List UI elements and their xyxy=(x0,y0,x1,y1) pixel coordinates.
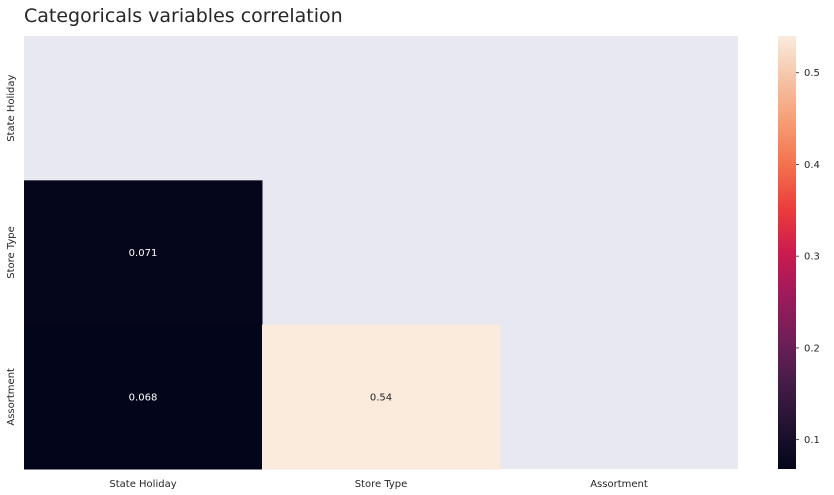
x-tick-label: Assortment xyxy=(590,479,648,490)
colorbar-gradient xyxy=(778,36,796,469)
colorbar-tick-label: 0.3 xyxy=(804,252,820,263)
cell-value-label: 0.071 xyxy=(129,248,158,259)
y-tick-label: Store Type xyxy=(6,226,17,279)
colorbar-tick-label: 0.4 xyxy=(804,160,820,171)
y-tick-label: Assortment xyxy=(6,368,17,426)
colorbar-tick-label: 0.5 xyxy=(804,68,820,79)
x-tick-label: Store Type xyxy=(355,479,408,490)
colorbar-tick-label: 0.1 xyxy=(804,435,820,446)
colorbar-tick-label: 0.2 xyxy=(804,343,820,354)
cell-value-label: 0.54 xyxy=(370,392,392,403)
heatmap-cell-assortment-store-type xyxy=(262,324,501,470)
colorbar: 0.1 0.2 0.3 0.4 0.5 xyxy=(778,36,820,469)
heatmap-cell-store-type-state-holiday xyxy=(24,180,263,326)
x-tick-label: State Holiday xyxy=(109,479,176,490)
heatmap-cell-assortment-state-holiday xyxy=(24,324,263,470)
chart-title: Categoricals variables correlation xyxy=(24,5,343,27)
y-tick-label: State Holiday xyxy=(6,74,17,141)
heatmap-plot-area: 0.071 0.068 0.54 State Holiday Store Type Ass… xyxy=(6,36,738,490)
cell-value-label: 0.068 xyxy=(129,392,158,403)
